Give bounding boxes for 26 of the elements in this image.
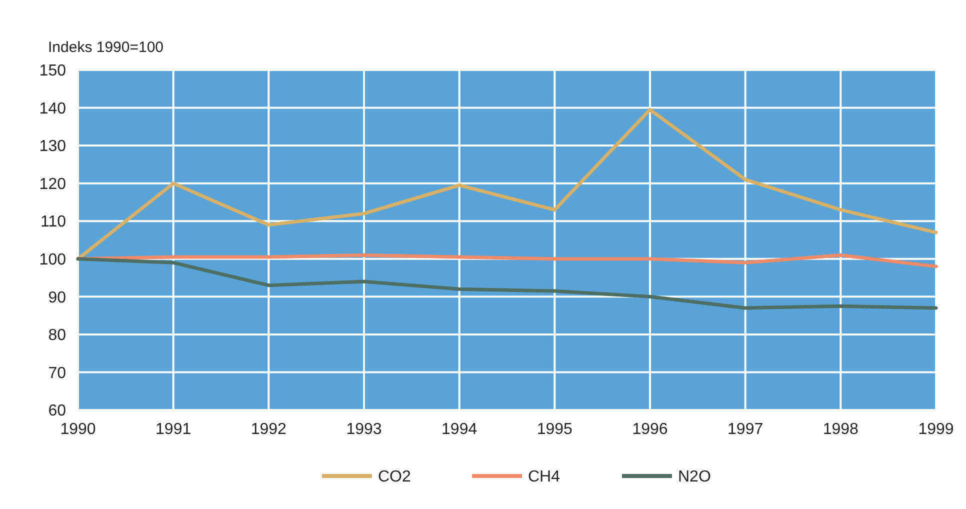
y-tick-label: 80: [48, 327, 66, 344]
x-tick-label: 1997: [728, 421, 764, 438]
x-tick-label: 1990: [60, 421, 96, 438]
legend-label: CH4: [528, 468, 560, 486]
legend-label: N2O: [678, 468, 711, 486]
line-series: [76, 257, 938, 310]
y-tick-label: 90: [48, 289, 66, 306]
y-tick-label: 130: [39, 138, 66, 156]
x-tick-label: 1993: [346, 421, 382, 438]
y-axis-title: Indeks 1990=100: [48, 39, 164, 56]
y-tick-label: 100: [39, 251, 66, 268]
line-series: [76, 108, 938, 261]
y-tick-label: 140: [39, 100, 66, 118]
x-tick-label: 1996: [632, 421, 668, 438]
x-tick-label: 1992: [250, 421, 287, 438]
y-tick-label: 120: [39, 176, 66, 193]
x-tick-label: 1995: [536, 421, 573, 438]
x-tick-label: 1998: [822, 421, 859, 438]
x-tick-label: 1999: [918, 421, 954, 438]
y-tick-label: 60: [48, 402, 66, 420]
y-tick-label: 150: [39, 62, 66, 80]
x-tick-label: 1994: [442, 421, 478, 438]
y-tick-label: 110: [40, 214, 66, 231]
y-tick-label: 70: [48, 364, 66, 382]
legend-label: CO2: [378, 468, 411, 486]
x-tick-label: 1991: [156, 421, 192, 438]
